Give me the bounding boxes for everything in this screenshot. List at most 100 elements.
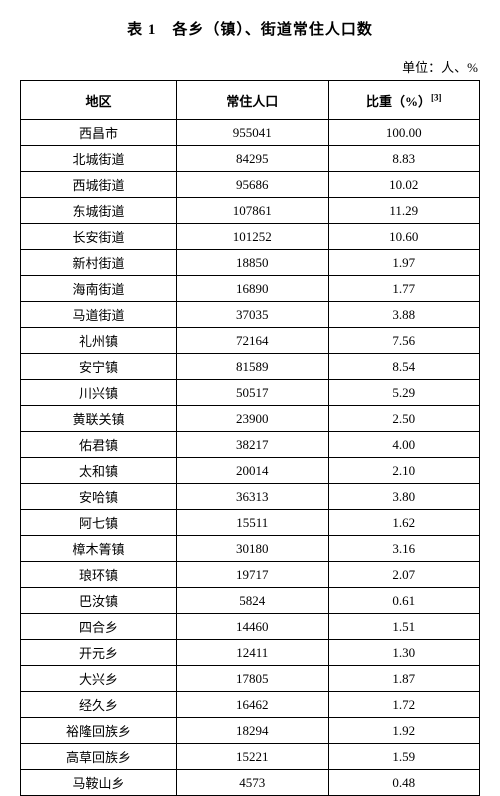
cell-population: 12411 bbox=[177, 640, 328, 666]
table-row: 黄联关镇239002.50 bbox=[21, 406, 480, 432]
header-percent: 比重（%）[3] bbox=[328, 81, 479, 120]
cell-region: 经久乡 bbox=[21, 692, 177, 718]
cell-percent: 11.29 bbox=[328, 198, 479, 224]
cell-region: 安宁镇 bbox=[21, 354, 177, 380]
table-row: 西城街道9568610.02 bbox=[21, 172, 480, 198]
table-row: 琅环镇197172.07 bbox=[21, 562, 480, 588]
cell-percent: 10.60 bbox=[328, 224, 479, 250]
cell-percent: 1.77 bbox=[328, 276, 479, 302]
cell-population: 955041 bbox=[177, 120, 328, 146]
table-row: 西昌市955041100.00 bbox=[21, 120, 480, 146]
cell-percent: 1.87 bbox=[328, 666, 479, 692]
cell-population: 19717 bbox=[177, 562, 328, 588]
cell-population: 4573 bbox=[177, 770, 328, 796]
cell-population: 16462 bbox=[177, 692, 328, 718]
cell-region: 太和镇 bbox=[21, 458, 177, 484]
cell-region: 海南街道 bbox=[21, 276, 177, 302]
cell-percent: 2.50 bbox=[328, 406, 479, 432]
cell-percent: 0.48 bbox=[328, 770, 479, 796]
cell-population: 15511 bbox=[177, 510, 328, 536]
table-row: 开元乡124111.30 bbox=[21, 640, 480, 666]
table-row: 阿七镇155111.62 bbox=[21, 510, 480, 536]
table-row: 四合乡144601.51 bbox=[21, 614, 480, 640]
table-row: 川兴镇505175.29 bbox=[21, 380, 480, 406]
cell-population: 5824 bbox=[177, 588, 328, 614]
cell-population: 16890 bbox=[177, 276, 328, 302]
cell-region: 川兴镇 bbox=[21, 380, 177, 406]
cell-region: 佑君镇 bbox=[21, 432, 177, 458]
cell-region: 樟木箐镇 bbox=[21, 536, 177, 562]
table-row: 大兴乡178051.87 bbox=[21, 666, 480, 692]
table-row: 巴汝镇58240.61 bbox=[21, 588, 480, 614]
cell-region: 西城街道 bbox=[21, 172, 177, 198]
footnote-mark: [3] bbox=[431, 92, 442, 102]
cell-population: 72164 bbox=[177, 328, 328, 354]
cell-region: 北城街道 bbox=[21, 146, 177, 172]
cell-population: 81589 bbox=[177, 354, 328, 380]
cell-population: 37035 bbox=[177, 302, 328, 328]
cell-region: 大兴乡 bbox=[21, 666, 177, 692]
cell-population: 15221 bbox=[177, 744, 328, 770]
table-row: 北城街道842958.83 bbox=[21, 146, 480, 172]
cell-region: 马道街道 bbox=[21, 302, 177, 328]
population-table: 地区 常住人口 比重（%）[3] 西昌市955041100.00北城街道8429… bbox=[20, 80, 480, 796]
cell-region: 四合乡 bbox=[21, 614, 177, 640]
cell-percent: 2.10 bbox=[328, 458, 479, 484]
cell-percent: 8.54 bbox=[328, 354, 479, 380]
cell-region: 琅环镇 bbox=[21, 562, 177, 588]
cell-percent: 1.92 bbox=[328, 718, 479, 744]
header-percent-text: 比重（%） bbox=[366, 94, 431, 109]
cell-region: 高草回族乡 bbox=[21, 744, 177, 770]
cell-population: 38217 bbox=[177, 432, 328, 458]
cell-region: 黄联关镇 bbox=[21, 406, 177, 432]
cell-population: 95686 bbox=[177, 172, 328, 198]
cell-population: 17805 bbox=[177, 666, 328, 692]
header-region: 地区 bbox=[21, 81, 177, 120]
table-row: 安哈镇363133.80 bbox=[21, 484, 480, 510]
cell-population: 18850 bbox=[177, 250, 328, 276]
table-row: 佑君镇382174.00 bbox=[21, 432, 480, 458]
cell-percent: 10.02 bbox=[328, 172, 479, 198]
table-row: 长安街道10125210.60 bbox=[21, 224, 480, 250]
table-row: 马道街道370353.88 bbox=[21, 302, 480, 328]
cell-percent: 4.00 bbox=[328, 432, 479, 458]
table-row: 礼州镇721647.56 bbox=[21, 328, 480, 354]
table-row: 太和镇200142.10 bbox=[21, 458, 480, 484]
cell-population: 84295 bbox=[177, 146, 328, 172]
cell-percent: 3.88 bbox=[328, 302, 479, 328]
table-title: 表 1 各乡（镇）、街道常住人口数 bbox=[20, 18, 480, 39]
table-row: 海南街道168901.77 bbox=[21, 276, 480, 302]
cell-region: 长安街道 bbox=[21, 224, 177, 250]
cell-percent: 5.29 bbox=[328, 380, 479, 406]
cell-region: 马鞍山乡 bbox=[21, 770, 177, 796]
table-row: 安宁镇815898.54 bbox=[21, 354, 480, 380]
cell-percent: 3.80 bbox=[328, 484, 479, 510]
cell-percent: 1.30 bbox=[328, 640, 479, 666]
cell-percent: 100.00 bbox=[328, 120, 479, 146]
cell-percent: 7.56 bbox=[328, 328, 479, 354]
cell-region: 东城街道 bbox=[21, 198, 177, 224]
cell-percent: 1.97 bbox=[328, 250, 479, 276]
cell-percent: 1.72 bbox=[328, 692, 479, 718]
cell-percent: 0.61 bbox=[328, 588, 479, 614]
cell-percent: 8.83 bbox=[328, 146, 479, 172]
table-row: 裕隆回族乡182941.92 bbox=[21, 718, 480, 744]
cell-region: 开元乡 bbox=[21, 640, 177, 666]
header-population: 常住人口 bbox=[177, 81, 328, 120]
cell-population: 50517 bbox=[177, 380, 328, 406]
cell-percent: 1.51 bbox=[328, 614, 479, 640]
unit-label: 单位：人、% bbox=[20, 57, 480, 76]
table-row: 樟木箐镇301803.16 bbox=[21, 536, 480, 562]
cell-region: 新村街道 bbox=[21, 250, 177, 276]
cell-region: 阿七镇 bbox=[21, 510, 177, 536]
cell-percent: 1.62 bbox=[328, 510, 479, 536]
table-row: 经久乡164621.72 bbox=[21, 692, 480, 718]
cell-population: 23900 bbox=[177, 406, 328, 432]
cell-percent: 3.16 bbox=[328, 536, 479, 562]
cell-population: 14460 bbox=[177, 614, 328, 640]
cell-population: 107861 bbox=[177, 198, 328, 224]
cell-population: 18294 bbox=[177, 718, 328, 744]
cell-percent: 2.07 bbox=[328, 562, 479, 588]
header-row: 地区 常住人口 比重（%）[3] bbox=[21, 81, 480, 120]
cell-region: 巴汝镇 bbox=[21, 588, 177, 614]
